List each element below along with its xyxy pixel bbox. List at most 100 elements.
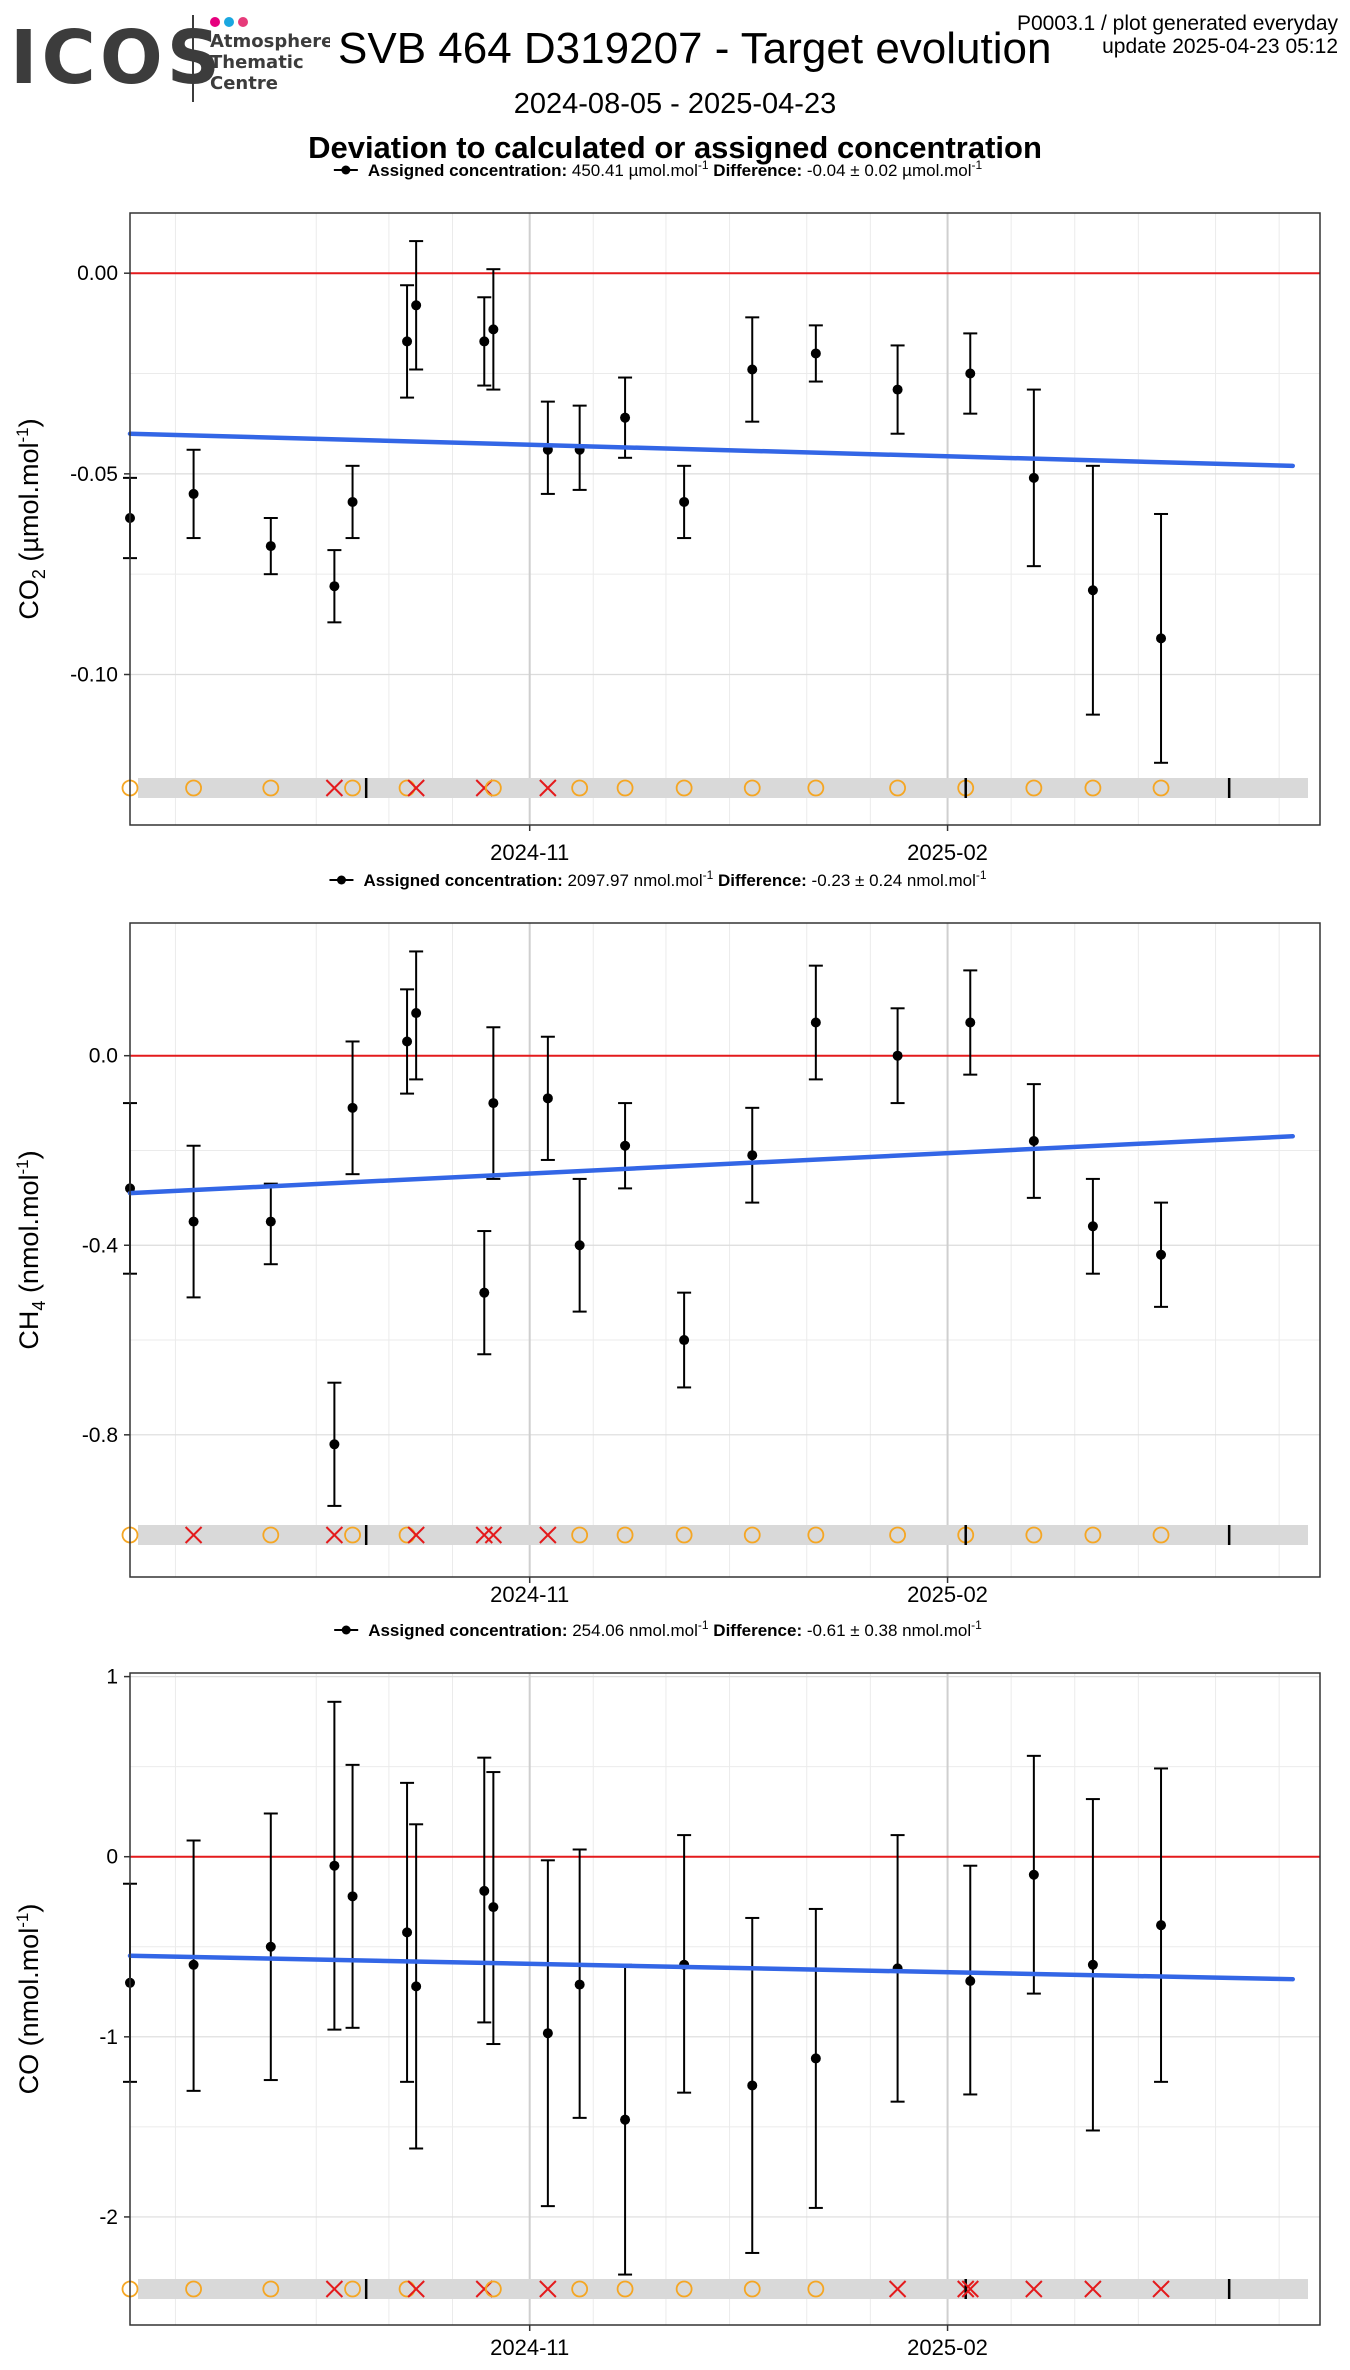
co-data-point bbox=[329, 1860, 340, 1871]
ch4-y-tick-label: -0.4 bbox=[82, 1234, 119, 1257]
co-rejected-marker bbox=[888, 2280, 907, 2298]
co-legend: Assigned concentration: 254.06 nmol.mol-… bbox=[334, 1618, 982, 1640]
ch4-rejected-marker bbox=[407, 1526, 425, 1544]
co-y-tick-label: -1 bbox=[99, 2026, 118, 2049]
co2-data-point bbox=[892, 384, 903, 395]
co2-rejected-marker bbox=[407, 779, 425, 797]
co-data-point bbox=[747, 2080, 758, 2091]
ch4-data-point bbox=[747, 1150, 758, 1161]
co-data-point bbox=[1156, 1920, 1167, 1931]
co-data-point bbox=[542, 2028, 553, 2039]
co-data-point bbox=[188, 1959, 199, 1970]
co2-valid-marker bbox=[1152, 779, 1170, 797]
co2-x-tick-label: 2025-02 bbox=[907, 840, 988, 865]
ch4-data-point bbox=[679, 1335, 690, 1346]
icos-logo: ICOS Atmosphere Thematic Centre bbox=[10, 15, 330, 102]
co-rejected-marker bbox=[1152, 2280, 1170, 2298]
co-y-tick-label: -2 bbox=[99, 2206, 118, 2229]
co2-data-point bbox=[679, 496, 690, 507]
ch4-rejected-marker bbox=[484, 1526, 503, 1544]
co-chart: 1 0 -1 -2 2024-11 2025-02 CO (nmol.mol-1) Assig… bbox=[13, 1618, 1321, 2360]
co2-valid-marker bbox=[571, 779, 589, 797]
co2-valid-marker bbox=[398, 779, 416, 797]
ch4-chart: 0.0 -0.4 -0.8 2024-11 2025-02 CH4 (nmol.mol-1… bbox=[13, 868, 1321, 1607]
ch4-data-point bbox=[1028, 1136, 1039, 1146]
co-rejected-marker bbox=[1025, 2280, 1043, 2298]
ch4-rejected-marker bbox=[539, 1526, 557, 1544]
ch4-valid-marker bbox=[1025, 1526, 1043, 1544]
ch4-legend-key-point bbox=[336, 875, 346, 885]
ch4-data-point bbox=[329, 1439, 340, 1450]
co-rejected-marker bbox=[1084, 2280, 1102, 2298]
logo-dot-1 bbox=[210, 17, 220, 27]
co-valid-marker bbox=[616, 2280, 634, 2298]
co-data-point bbox=[574, 1979, 585, 1990]
co2-data-point bbox=[810, 348, 821, 359]
co2-data-point bbox=[965, 368, 976, 379]
logo-dot-3 bbox=[238, 17, 248, 27]
ch4-valid-marker bbox=[262, 1526, 280, 1544]
co-data-point bbox=[810, 2053, 821, 2064]
co-plot-area bbox=[130, 1673, 1320, 2325]
ch4-legend: Assigned concentration: 2097.97 nmol.mol… bbox=[329, 868, 987, 890]
co2-flag-band bbox=[138, 778, 1308, 798]
co2-rejected-marker bbox=[475, 779, 493, 797]
ch4-data-point bbox=[265, 1216, 276, 1227]
ch4-data-point bbox=[347, 1102, 358, 1113]
co-valid-marker bbox=[398, 2280, 416, 2298]
ch4-data-point bbox=[479, 1287, 490, 1298]
co-data-point bbox=[265, 1941, 276, 1952]
co2-y-tick-label: 0.00 bbox=[77, 262, 118, 285]
logo-subtitle-2: Thematic bbox=[210, 52, 304, 73]
co2-data-point bbox=[1028, 472, 1039, 483]
plot-id-line: P0003.1 / plot generated everyday bbox=[1016, 12, 1338, 35]
co2-data-point bbox=[747, 364, 758, 375]
co2-data-point bbox=[347, 496, 358, 507]
ch4-rejected-marker bbox=[184, 1526, 203, 1544]
co2-chart: 0.00 -0.05 -0.10 2024-11 2025-02 CO2 (µmol.mo… bbox=[13, 158, 1321, 865]
ch4-valid-marker bbox=[675, 1526, 693, 1544]
co2-data-point bbox=[1087, 585, 1098, 596]
ch4-data-point bbox=[1087, 1221, 1098, 1232]
ch4-data-point bbox=[188, 1216, 199, 1227]
ch4-rejected-marker bbox=[325, 1526, 344, 1544]
co-trend-line bbox=[127, 1953, 1295, 1982]
co2-valid-marker bbox=[1025, 779, 1043, 797]
ch4-data-point bbox=[411, 1008, 422, 1019]
co2-y-tick-label: -0.10 bbox=[70, 664, 118, 687]
ch4-valid-marker bbox=[1152, 1526, 1170, 1544]
ch4-data-point bbox=[892, 1050, 903, 1061]
co2-valid-marker bbox=[675, 779, 693, 797]
co-valid-marker bbox=[571, 2280, 589, 2298]
ch4-data-point bbox=[620, 1140, 631, 1151]
ch4-data-point bbox=[402, 1036, 413, 1047]
co2-valid-marker bbox=[1084, 779, 1102, 797]
co2-valid-marker bbox=[262, 779, 280, 797]
co-rejected-marker bbox=[961, 2280, 979, 2298]
co2-data-point bbox=[329, 581, 340, 592]
co2-y-tick-label: -0.05 bbox=[70, 463, 118, 486]
ch4-data-point bbox=[810, 1017, 821, 1028]
co-valid-marker bbox=[344, 2280, 361, 2298]
logo-subtitle-3: Centre bbox=[210, 73, 278, 94]
ch4-x-tick-label: 2024-11 bbox=[490, 1582, 569, 1607]
co2-data-point bbox=[479, 336, 490, 347]
ch4-data-point bbox=[542, 1093, 553, 1104]
co2-rejected-marker bbox=[539, 779, 557, 797]
co-y-tick-label: 0 bbox=[106, 1846, 118, 1869]
co2-legend-key-point bbox=[341, 165, 351, 175]
co-panel-border bbox=[129, 1672, 1321, 2326]
ch4-data-point bbox=[1156, 1249, 1167, 1260]
ch4-valid-marker bbox=[571, 1526, 589, 1544]
ch4-data-point bbox=[965, 1017, 976, 1028]
co-valid-marker bbox=[743, 2280, 761, 2298]
co2-y-axis-label: CO2 (µmol.mol-1) bbox=[13, 418, 49, 619]
ch4-valid-marker bbox=[616, 1526, 634, 1544]
logo-dot-2 bbox=[224, 17, 234, 27]
ch4-valid-marker bbox=[344, 1526, 361, 1544]
co2-valid-marker bbox=[807, 779, 825, 797]
co2-data-point bbox=[411, 300, 422, 311]
ch4-valid-marker bbox=[1084, 1526, 1102, 1544]
co-data-point bbox=[347, 1891, 358, 1902]
